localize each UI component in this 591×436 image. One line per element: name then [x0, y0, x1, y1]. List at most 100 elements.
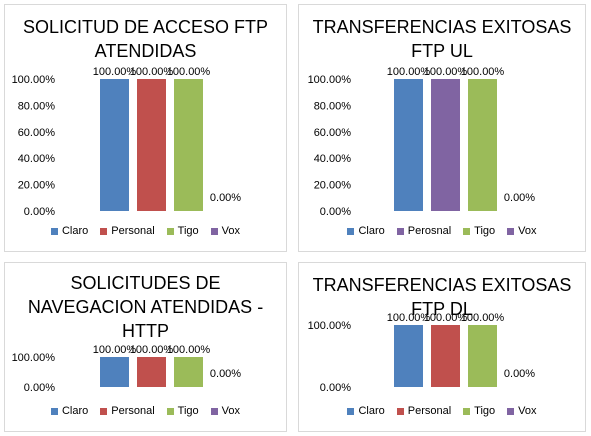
legend-item: Tigo	[166, 405, 199, 417]
y-tick-label: 20.00%	[314, 180, 352, 192]
data-label: 100.00%	[93, 66, 137, 78]
data-label: 0.00%	[210, 192, 241, 204]
legend-label: Vox	[518, 405, 537, 417]
legend: Claro Perosnal Tigo Vox	[299, 225, 585, 237]
bar-chart: 100.00% 80.00% 60.00% 40.00% 20.00% 0.00% 100.…	[12, 66, 242, 218]
y-tick-label: 0.00%	[320, 206, 351, 218]
chart-title-line: ATENDIDAS	[94, 41, 197, 61]
legend-swatch	[50, 227, 58, 235]
y-tick-label: 0.00%	[24, 382, 55, 394]
legend-swatch	[210, 227, 218, 235]
data-label: 100.00%	[167, 66, 211, 78]
data-label: 100.00%	[424, 66, 468, 78]
legend-label: Tigo	[177, 225, 199, 237]
bar-claro	[100, 79, 129, 211]
legend-label: Personal	[407, 405, 452, 417]
y-tick-label: 100.00%	[308, 74, 352, 86]
y-tick-label: 0.00%	[24, 206, 55, 218]
y-tick-label: 100.00%	[308, 320, 352, 332]
bar-tigo	[174, 357, 203, 387]
legend-item: Claro	[347, 405, 385, 417]
legend: Claro Personal Tigo Vox	[5, 405, 286, 417]
legend-label: Claro	[61, 225, 89, 237]
chart-title-line: TRANSFERENCIAS EXITOSAS	[312, 275, 572, 295]
legend-swatch	[166, 227, 174, 235]
legend-swatch	[347, 227, 355, 235]
chart-panel-ftp-ul: TRANSFERENCIAS EXITOSAS FTP UL 100.00% 80…	[298, 4, 586, 252]
legend-swatch	[463, 407, 471, 415]
bar-tigo	[174, 79, 203, 211]
data-label: 100.00%	[167, 344, 211, 356]
bar-claro	[100, 357, 129, 387]
bar-chart: 100.00%0.00%100.00%100.00%100.00%0.00%	[308, 312, 536, 394]
legend-item: Tigo	[166, 225, 199, 237]
legend-swatch	[100, 227, 108, 235]
legend-item: Claro	[50, 405, 89, 417]
legend-label: Vox	[221, 225, 241, 237]
legend: Claro Personal Tigo Vox	[299, 405, 585, 417]
legend-item: Tigo	[463, 405, 495, 417]
legend-label: Tigo	[177, 405, 199, 417]
chart-title-line: FTP DL	[411, 299, 473, 319]
legend-item: Personal	[396, 405, 452, 417]
legend-item: Vox	[210, 405, 240, 417]
data-label: 0.00%	[504, 192, 535, 204]
legend-swatch	[50, 407, 58, 415]
bar-tigo	[468, 79, 497, 211]
legend-swatch	[396, 407, 404, 415]
data-label: 100.00%	[130, 344, 174, 356]
legend-item: Personal	[100, 225, 155, 237]
bar-chart: 100.00%0.00%100.00%100.00%100.00%0.00%	[12, 344, 242, 394]
y-tick-label: 100.00%	[12, 352, 56, 364]
y-tick-label: 80.00%	[314, 100, 352, 112]
data-label: 100.00%	[461, 312, 505, 324]
data-label: 100.00%	[461, 66, 505, 78]
data-label: 100.00%	[387, 66, 431, 78]
legend-swatch	[463, 227, 471, 235]
legend: Claro Personal Tigo Vox	[5, 225, 286, 237]
data-label: 100.00%	[93, 344, 137, 356]
y-tick-label: 40.00%	[18, 153, 56, 165]
legend-item: Personal	[100, 405, 155, 417]
legend-label: Claro	[358, 405, 385, 417]
legend-item: Vox	[507, 405, 537, 417]
bar-claro	[394, 325, 423, 387]
chart-title: SOLICITUDES DE NAVEGACION ATENDIDAS - HT…	[5, 271, 286, 343]
legend-item: Claro	[50, 225, 89, 237]
chart-title: TRANSFERENCIAS EXITOSAS FTP DL	[299, 273, 585, 321]
legend-label: Personal	[111, 225, 155, 237]
legend-item: Perosnal	[396, 225, 452, 237]
data-label: 0.00%	[504, 368, 535, 380]
bar-personal	[431, 325, 460, 387]
legend-swatch	[507, 407, 515, 415]
y-tick-label: 20.00%	[18, 180, 56, 192]
y-tick-label: 60.00%	[18, 127, 56, 139]
chart-panel-ftp-dl: TRANSFERENCIAS EXITOSAS FTP DL 100.00% 0.…	[298, 262, 586, 432]
legend-label: Claro	[61, 405, 89, 417]
legend-item: Claro	[347, 225, 385, 237]
chart-panel-acceso-ftp: SOLICITUD DE ACCESO FTP ATENDIDAS 100.00…	[4, 4, 287, 252]
legend-label: Tigo	[474, 225, 496, 237]
data-label: 100.00%	[424, 312, 468, 324]
chart-panel-http: SOLICITUDES DE NAVEGACION ATENDIDAS - HT…	[4, 262, 287, 432]
legend-item: Vox	[507, 225, 537, 237]
bar-personal	[137, 79, 166, 211]
y-tick-label: 40.00%	[314, 153, 352, 165]
legend-item: Tigo	[463, 225, 495, 237]
chart-title: SOLICITUD DE ACCESO FTP ATENDIDAS	[5, 15, 286, 63]
data-label: 100.00%	[130, 66, 174, 78]
legend-swatch	[507, 227, 515, 235]
legend-swatch	[347, 407, 355, 415]
legend-swatch	[396, 227, 404, 235]
chart-title-line: SOLICITUDES DE	[70, 273, 221, 293]
y-tick-label: 0.00%	[320, 382, 351, 394]
chart-title-line: NAVEGACION ATENDIDAS -	[27, 297, 264, 317]
chart-title-line: SOLICITUD DE ACCESO FTP	[22, 17, 269, 37]
bar-perosnal	[431, 79, 460, 211]
chart-title-line: HTTP	[122, 321, 169, 341]
legend-label: Perosnal	[407, 225, 452, 237]
chart-title: TRANSFERENCIAS EXITOSAS FTP UL	[299, 15, 585, 63]
legend-swatch	[100, 407, 108, 415]
chart-title-line: TRANSFERENCIAS EXITOSAS	[312, 17, 572, 37]
bar-personal	[137, 357, 166, 387]
